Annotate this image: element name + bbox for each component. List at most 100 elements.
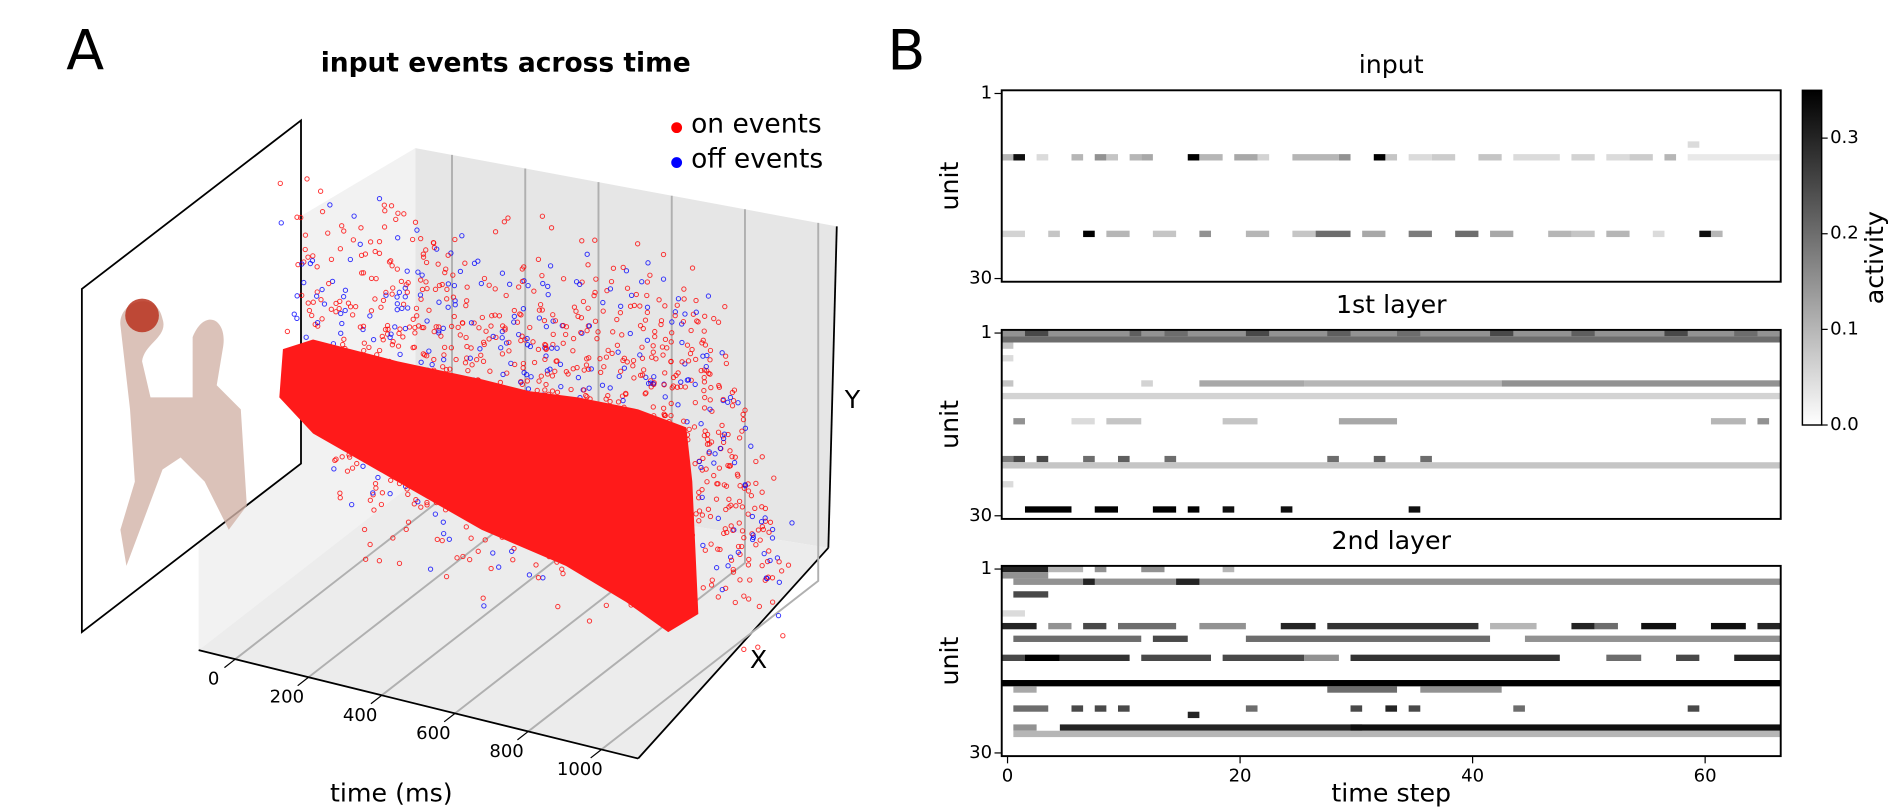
heat-cell <box>1013 578 1781 585</box>
heat-cell <box>1280 506 1293 513</box>
event-dot <box>310 299 316 305</box>
event-dot <box>315 323 321 329</box>
heat-cell <box>1013 635 1142 642</box>
event-dot <box>468 320 475 326</box>
event-dot <box>552 368 558 374</box>
event-dot <box>717 445 724 452</box>
heat-cell <box>1420 455 1432 463</box>
event-dot <box>633 291 639 298</box>
event-dot <box>565 371 571 377</box>
heat-cell <box>1734 654 1781 661</box>
event-dot <box>652 333 658 340</box>
event-dot <box>723 506 729 513</box>
event-dot <box>419 286 426 293</box>
event-dot <box>675 296 682 302</box>
event-dot <box>595 329 601 335</box>
heat-cell <box>1350 654 1560 661</box>
event-dot <box>340 341 346 348</box>
heat-cell <box>1001 565 1049 573</box>
y-tick-label: 30 <box>969 742 992 763</box>
event-dot <box>543 323 550 330</box>
event-dot <box>481 603 487 609</box>
event-dot <box>305 300 311 306</box>
event-dot <box>662 336 669 343</box>
event-dot <box>480 595 486 601</box>
heat-cell <box>1676 654 1700 661</box>
event-dot <box>358 225 364 231</box>
event-dot <box>375 474 381 481</box>
event-dot <box>701 405 708 411</box>
event-dot <box>586 385 592 391</box>
event-dot <box>463 302 469 309</box>
event-dot <box>448 345 455 351</box>
event-dot <box>702 547 708 553</box>
event-dot <box>547 366 553 372</box>
event-dot <box>299 261 305 267</box>
event-dot <box>415 269 421 275</box>
heat-cell <box>1094 506 1118 513</box>
event-dot <box>637 352 643 358</box>
event-dot <box>430 239 437 246</box>
heat-cell <box>1187 506 1200 513</box>
event-dot <box>736 435 743 441</box>
event-dot <box>440 519 446 525</box>
event-blob <box>279 339 699 633</box>
event-dot <box>492 312 498 318</box>
event-dot <box>600 308 606 314</box>
heat-cell <box>1001 336 1781 343</box>
event-dot <box>685 358 692 364</box>
event-dot <box>702 313 708 319</box>
event-dot <box>317 188 324 194</box>
event-dot <box>531 359 538 366</box>
event-dot <box>539 272 545 279</box>
event-dot <box>696 508 703 514</box>
heat-cell <box>1117 705 1130 712</box>
event-dot <box>578 329 584 336</box>
heat-cell <box>1164 329 1188 337</box>
event-dot <box>447 366 453 372</box>
event-dot <box>402 294 408 300</box>
event-dot <box>394 294 400 300</box>
event-dot <box>617 310 624 316</box>
x-tick-label: 60 <box>1694 766 1717 787</box>
event-dot <box>610 265 617 271</box>
x-axis-line <box>198 649 639 760</box>
event-dot <box>692 399 698 406</box>
event-dot <box>464 284 470 290</box>
event-dot <box>433 324 439 330</box>
event-dot <box>769 526 776 533</box>
event-dot <box>691 424 698 430</box>
event-dot <box>445 304 451 310</box>
heat-cell <box>1048 565 1084 573</box>
heat-cell <box>1071 705 1084 712</box>
heat-cell <box>1187 711 1200 719</box>
event-dot <box>570 335 577 342</box>
event-dot <box>662 394 668 400</box>
event-dot <box>637 372 644 378</box>
event-dot <box>496 564 502 570</box>
event-dot <box>460 553 466 560</box>
event-dot <box>767 519 774 525</box>
event-dot <box>727 394 734 401</box>
heat-cell <box>1013 455 1025 463</box>
heat-cell <box>1013 705 1049 712</box>
event-dot <box>597 356 603 362</box>
event-dot <box>732 454 738 460</box>
heat-cell <box>1571 230 1595 238</box>
heat-cell <box>1013 686 1037 693</box>
event-dot <box>704 431 711 438</box>
x-tick <box>224 658 236 669</box>
heat-cell <box>1059 654 1130 661</box>
event-dot <box>517 311 523 317</box>
event-dot <box>468 535 474 541</box>
event-dot <box>413 497 419 503</box>
event-dot <box>759 454 765 460</box>
event-dot <box>739 528 746 534</box>
event-dot <box>715 515 721 521</box>
event-dot <box>314 320 321 326</box>
event-dot <box>314 264 320 270</box>
event-dot <box>474 356 480 363</box>
event-dot <box>668 412 674 419</box>
event-dot <box>753 542 759 548</box>
event-dot <box>727 463 733 469</box>
